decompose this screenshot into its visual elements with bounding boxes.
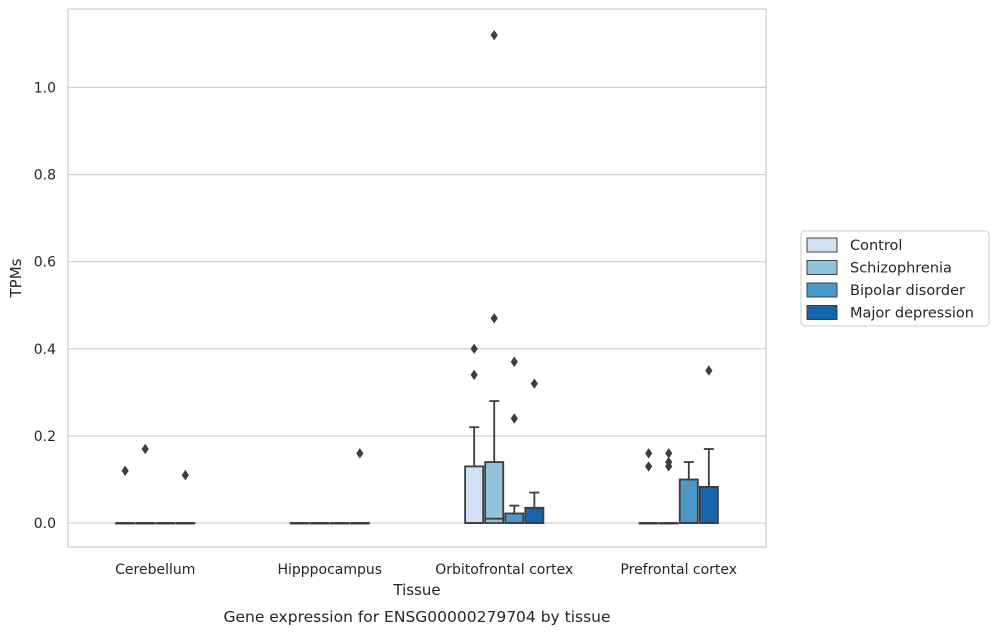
box-schizophrenia-2 bbox=[484, 29, 505, 524]
box-control-0 bbox=[115, 465, 136, 525]
legend: Control Schizophrenia Bipolar disorder Majo… bbox=[800, 230, 990, 327]
y-tick-label: 0.0 bbox=[34, 516, 56, 532]
box bbox=[698, 485, 719, 524]
outlier-point bbox=[530, 378, 538, 389]
outlier-point bbox=[490, 313, 498, 324]
legend-frame bbox=[800, 230, 990, 327]
outlier-point bbox=[645, 448, 653, 459]
box-major-depression-1 bbox=[349, 448, 370, 525]
chart-caption: Gene expression for ENSG00000279704 by t… bbox=[223, 608, 610, 626]
box-control-3 bbox=[638, 448, 659, 525]
legend-item: Schizophrenia bbox=[806, 260, 952, 277]
box bbox=[504, 512, 525, 524]
outlier-point bbox=[470, 343, 478, 354]
x-tick-label: Orbitofrontal cortex bbox=[435, 562, 573, 578]
legend-swatch bbox=[806, 282, 838, 298]
x-tick-labels: Cerebellum Hipppocampus Orbitofrontal cort… bbox=[115, 562, 737, 578]
y-tick-label: 0.8 bbox=[34, 168, 56, 184]
legend-label: Schizophrenia bbox=[850, 261, 952, 277]
legend-label: Major depression bbox=[850, 306, 974, 322]
outlier-point bbox=[181, 469, 189, 481]
gridlines bbox=[68, 86, 766, 524]
box-major-depression-3 bbox=[698, 365, 719, 524]
box-schizophrenia-0 bbox=[135, 443, 156, 525]
legend-swatch bbox=[806, 305, 838, 320]
box-bipolar-disorder-3 bbox=[678, 461, 699, 524]
y-tick-label: 0.2 bbox=[34, 429, 56, 445]
y-axis-label: TPMs bbox=[7, 258, 25, 298]
x-axis-label: Tissue bbox=[392, 581, 440, 599]
box-schizophrenia-3 bbox=[658, 448, 679, 525]
box bbox=[464, 465, 485, 524]
box-major-depression-0 bbox=[175, 469, 196, 525]
x-tick-label: Hipppocampus bbox=[277, 562, 382, 578]
outlier-point bbox=[665, 448, 673, 459]
box bbox=[678, 478, 699, 524]
plot-boxes bbox=[115, 29, 719, 525]
legend-swatch bbox=[806, 237, 838, 253]
box-bipolar-disorder-0 bbox=[155, 522, 176, 525]
legend-item: Control bbox=[806, 237, 902, 254]
box-control-2 bbox=[464, 343, 485, 524]
outlier-point bbox=[645, 461, 653, 472]
legend-label: Control bbox=[850, 238, 902, 254]
y-tick-label: 1.0 bbox=[34, 80, 56, 96]
box bbox=[484, 461, 505, 524]
plot-frame bbox=[67, 8, 767, 548]
box-major-depression-2 bbox=[524, 378, 545, 524]
box bbox=[524, 506, 545, 524]
x-tick-label: Prefrontal cortex bbox=[620, 562, 737, 578]
box-schizophrenia-1 bbox=[309, 522, 330, 525]
legend-item: Major depression bbox=[806, 305, 974, 322]
outlier-point bbox=[490, 29, 498, 41]
y-tick-labels: 0.0 0.2 0.4 0.6 0.8 1.0 bbox=[34, 80, 56, 532]
outlier-point bbox=[470, 369, 478, 381]
box-bipolar-disorder-2 bbox=[504, 356, 525, 524]
box-control-1 bbox=[289, 522, 310, 525]
outlier-point bbox=[141, 443, 149, 455]
outlier-point bbox=[510, 413, 518, 424]
y-tick-label: 0.4 bbox=[34, 342, 56, 358]
legend-label: Bipolar disorder bbox=[850, 283, 965, 299]
x-tick-label: Cerebellum bbox=[115, 562, 195, 578]
y-tick-label: 0.6 bbox=[34, 255, 56, 271]
outlier-point bbox=[356, 448, 364, 459]
outlier-point bbox=[705, 365, 713, 376]
legend-item: Bipolar disorder bbox=[806, 282, 965, 299]
box-bipolar-disorder-1 bbox=[329, 522, 350, 525]
outlier-point bbox=[665, 456, 673, 468]
legend-swatch bbox=[806, 260, 838, 275]
outlier-point bbox=[121, 465, 129, 476]
outlier-point bbox=[510, 356, 518, 368]
